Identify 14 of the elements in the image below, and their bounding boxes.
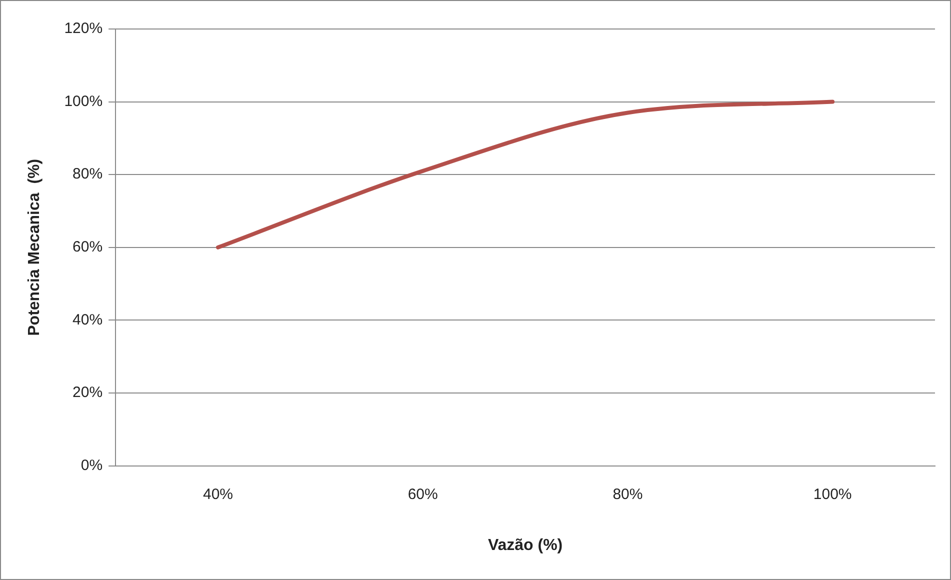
y-tick-label: 0% bbox=[80, 456, 103, 474]
x-tick-label: 100% bbox=[813, 486, 852, 503]
y-tick-label: 60% bbox=[72, 238, 103, 256]
line-series bbox=[216, 100, 835, 250]
x-tick-label: 40% bbox=[202, 486, 234, 503]
x-tick-label: 80% bbox=[612, 486, 643, 503]
y-tick-label: 20% bbox=[72, 384, 103, 402]
y-tick-label: 100% bbox=[64, 92, 103, 110]
y-tick-label: 120% bbox=[64, 20, 103, 38]
x-tick-label: 60% bbox=[408, 486, 438, 503]
x-axis-title: Vazão (%) bbox=[488, 536, 563, 554]
y-tick-label: 80% bbox=[72, 166, 103, 183]
y-tick-label: 40% bbox=[72, 311, 103, 328]
y-axis-title: Potencia Mecanica (%) bbox=[26, 158, 44, 336]
